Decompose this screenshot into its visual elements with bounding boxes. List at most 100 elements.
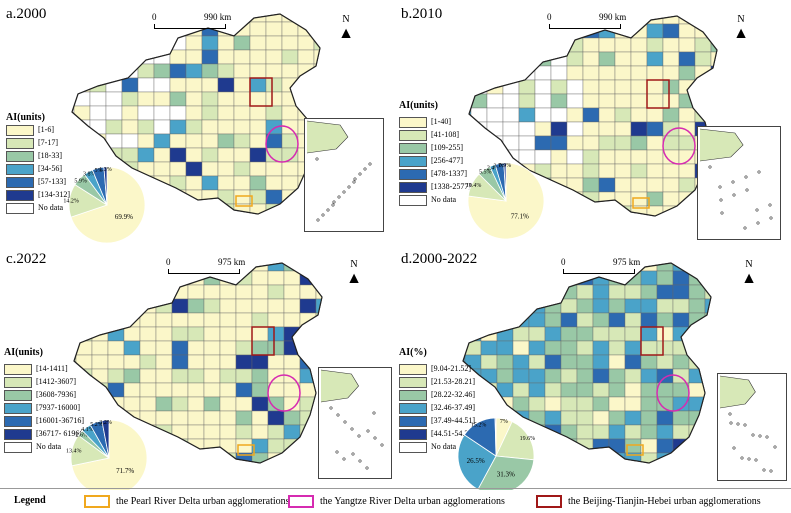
map-region: [512, 354, 530, 370]
map-region: [281, 35, 299, 51]
pie-label: 3.8%: [83, 172, 96, 178]
map-region: [662, 135, 680, 151]
map-region: [464, 284, 482, 300]
map-region: [249, 49, 267, 65]
map-region: [187, 354, 205, 370]
legend-swatch: [4, 363, 32, 375]
map-region: [560, 396, 578, 412]
map-region: [265, 133, 283, 149]
map-region: [267, 382, 285, 398]
legend-item: [36717- 61966]: [4, 428, 86, 440]
map-region: [185, 133, 203, 149]
legend-label: No data: [38, 203, 64, 212]
pie-slice: [477, 455, 535, 490]
map-region: [463, 284, 466, 300]
map-region: [480, 382, 498, 398]
map-region: [678, 65, 696, 81]
pie-label: 2.6%: [76, 432, 89, 438]
legend-item: [21.53-28.21]: [399, 376, 475, 388]
map-region: [137, 91, 155, 107]
map-region: [201, 119, 219, 135]
map-region: [528, 326, 546, 342]
map-region: [89, 63, 107, 79]
map-region: [646, 107, 664, 123]
map-region: [217, 189, 235, 205]
map-region: [512, 298, 530, 314]
map-region: [678, 107, 696, 123]
map-region: [560, 312, 578, 328]
map-region: [265, 119, 283, 135]
legend-label: [134-312]: [38, 190, 70, 199]
map-region: [576, 452, 594, 463]
map-region: [598, 121, 616, 137]
map-region: [235, 368, 253, 384]
map-region: [171, 424, 189, 440]
map-region: [608, 438, 626, 454]
legend-item: [1-40]: [399, 116, 451, 128]
map-region: [672, 298, 690, 314]
map-region: [550, 79, 568, 95]
map-region: [121, 133, 139, 149]
map-region: [560, 382, 578, 398]
map-region: [512, 368, 530, 384]
map-region: [139, 382, 157, 398]
map-region: [107, 284, 125, 300]
map-region: [121, 119, 139, 135]
legend-item: No data: [6, 202, 63, 214]
map-region: [265, 77, 283, 93]
map-region: [137, 21, 155, 37]
map-region: [592, 438, 610, 454]
pie-label: 77.1%: [511, 213, 529, 221]
map-region: [582, 51, 600, 67]
map-region: [640, 284, 658, 300]
legend-item: [41-108]: [399, 129, 459, 141]
map-region: [251, 270, 269, 286]
map-region: [608, 424, 626, 440]
map-region: [646, 93, 664, 109]
legend-label: [36717- 61966]: [36, 429, 86, 438]
map-region: [710, 107, 717, 123]
map-region: [672, 410, 690, 426]
map-region: [107, 270, 125, 286]
map-region: [662, 65, 680, 81]
map-region: [470, 51, 488, 67]
map-region: [217, 203, 235, 214]
map-region: [281, 119, 299, 135]
map-region: [91, 270, 109, 286]
map-region: [267, 354, 285, 370]
legend-swatch: [4, 402, 32, 414]
map-region: [249, 119, 267, 135]
map-region: [72, 119, 75, 135]
map-region: [469, 23, 472, 39]
map-region: [265, 49, 283, 65]
map-region: [710, 51, 717, 67]
map-region: [502, 23, 520, 39]
map-region: [219, 312, 237, 328]
legend-label: No data: [431, 442, 457, 451]
map-region: [470, 37, 488, 53]
map-region: [235, 354, 253, 370]
map-region: [283, 452, 301, 463]
map-region: [89, 133, 107, 149]
map-region: [283, 284, 301, 300]
map-region: [486, 23, 504, 39]
map-region: [201, 77, 219, 93]
legend-swatch: [6, 202, 34, 214]
bth-swatch: [536, 495, 562, 508]
pie-label: 5%: [94, 168, 102, 174]
map-region: [496, 263, 514, 272]
map-region: [235, 298, 253, 314]
map-region: [576, 410, 594, 426]
map-region: [560, 326, 578, 342]
map-region: [550, 37, 568, 53]
map-region: [688, 263, 706, 272]
bth-outline: [646, 79, 670, 109]
map-region: [528, 270, 546, 286]
map-region: [121, 77, 139, 93]
map-region: [656, 326, 674, 342]
pie-label: 31.3%: [497, 470, 515, 478]
legend-label: [21.53-28.21]: [431, 377, 475, 386]
map-region: [219, 326, 237, 342]
map-region: [646, 51, 664, 67]
map-region: [566, 121, 584, 137]
